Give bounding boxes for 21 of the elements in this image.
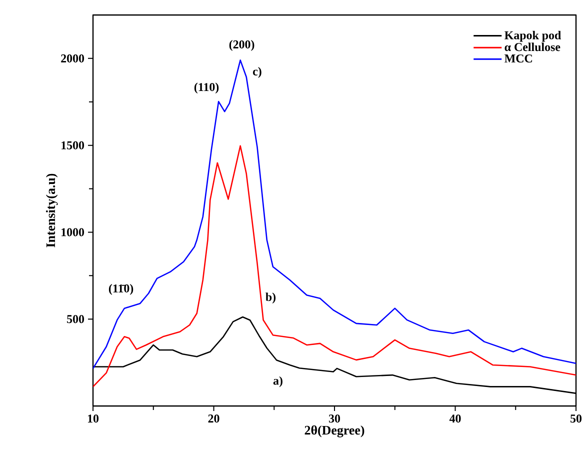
x-tick-label: 50 [570, 414, 582, 423]
annotation: (11̄0) [108, 284, 134, 295]
line-series [93, 145, 576, 388]
y-tick-label: 1000 [62, 228, 84, 236]
y-axis-title: Intensity(a.u) [46, 174, 58, 248]
annotation: (200) [229, 40, 254, 51]
legend-label: α Cellulose [504, 42, 560, 52]
legend-label: Kapok pod [504, 30, 562, 42]
annotation: b) [266, 292, 276, 304]
annotation: a) [273, 376, 282, 388]
x-tick-label: 40 [449, 414, 461, 423]
x-axis-title: 2θ(Degree) [304, 425, 364, 438]
legend-label: MCC [504, 54, 532, 62]
x-tick-label: 10 [88, 414, 99, 423]
x-tick-label: 20 [208, 414, 220, 423]
annotation: c) [252, 67, 262, 78]
y-tick-label: 500 [67, 315, 84, 324]
annotation: (110) [194, 82, 219, 94]
x-tick-label: 30 [328, 414, 340, 423]
y-tick-label: 1500 [62, 141, 84, 150]
y-tick-label: 2000 [61, 54, 84, 62]
